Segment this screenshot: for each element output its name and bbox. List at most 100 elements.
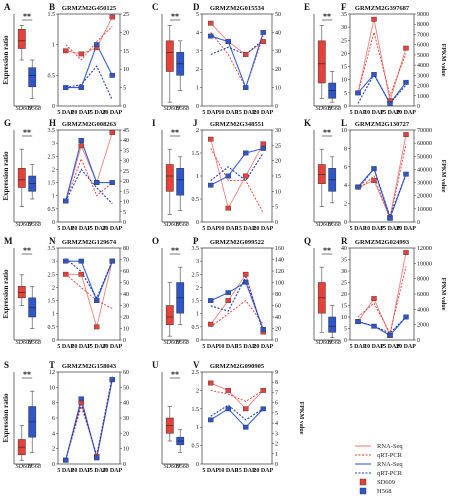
data-marker (78, 143, 84, 149)
right-tick-label: 9000 (417, 12, 429, 18)
x-tick-label: 5 DAP (57, 344, 74, 350)
right-tick-label: 100 (275, 281, 284, 287)
right-tick-label: 40 (123, 401, 129, 407)
data-marker (94, 455, 100, 461)
left-tick-label: 2 (52, 447, 55, 453)
right-tick-label: 0 (275, 338, 278, 344)
right-tick-label: 6 (275, 401, 278, 407)
series-line-0 (210, 273, 264, 333)
left-tick-label: 8 (344, 146, 347, 152)
data-marker (208, 182, 214, 188)
left-tick-label: 25 (341, 38, 347, 44)
right-tick-label: 40 (123, 292, 129, 298)
x-tick-label: 20 DAP (102, 344, 122, 350)
data-marker (260, 30, 266, 35)
category-label: H568 (327, 340, 341, 346)
right-tick-label: 0 (123, 462, 126, 468)
left-tick-label: 1 (52, 43, 55, 49)
left-tick-label: 1.5 (48, 12, 56, 18)
x-tick-label: 5 DAP (350, 110, 367, 116)
panel-letter: Q (304, 236, 311, 246)
box-SD609 (317, 164, 326, 184)
data-marker (63, 258, 69, 264)
x-tick-label: 15 DAP (380, 226, 400, 232)
legend-label: RNA-Seq (377, 443, 403, 450)
left-tick-label: 20 (341, 51, 347, 57)
line-panel-R: R GRMZM2G024993 0 5 10 15 20 25 30 35 40 0 2000 4000 6… (341, 236, 446, 350)
left-tick-label: 1.5 (48, 299, 56, 305)
series-line-0 (65, 16, 113, 55)
box-SD609 (17, 286, 26, 299)
right-tick-label: 30 (123, 304, 129, 310)
left-tick-label: 1 (52, 312, 55, 318)
x-tick-label: 20 DAP (102, 110, 122, 116)
right-tick-label: 4 (275, 421, 278, 427)
right-tick-label: 70000 (417, 128, 432, 134)
left-tick-label: 2 (52, 167, 55, 173)
left-tick-label: 3.5 (48, 128, 56, 134)
series-line-0 (65, 261, 113, 329)
left-tick-label: 1 (196, 174, 199, 180)
plot-frame (201, 371, 273, 465)
data-marker (208, 321, 214, 327)
data-marker (355, 90, 361, 96)
x-tick-label: 15 DAP (380, 344, 400, 350)
data-marker (371, 166, 377, 172)
data-marker (260, 145, 266, 151)
left-tick-label: 10 (341, 78, 347, 84)
legend-label: RNA-Seq (377, 461, 403, 468)
right-tick-label: 10 (123, 67, 129, 73)
x-tick-label: 5 DAP (57, 110, 74, 116)
gene-title: GRMZM2G397687 (355, 5, 410, 12)
right-tick-label: 60 (123, 269, 129, 275)
left-tick-label: 1 (196, 86, 199, 92)
data-marker (243, 85, 249, 91)
data-marker (225, 205, 231, 211)
data-marker (109, 180, 115, 185)
panel-letter: T (49, 360, 55, 370)
right-tick-label: 20 (275, 67, 281, 73)
data-marker (109, 130, 115, 136)
right-tick-label: 0 (417, 104, 420, 110)
left-tick-label: 3 (52, 259, 55, 265)
right-tick-label: 2000 (417, 84, 429, 90)
data-marker (355, 319, 361, 324)
series-line-1 (65, 25, 113, 61)
series-line-2 (357, 167, 407, 221)
series-line-1 (210, 32, 264, 89)
data-marker (225, 388, 231, 393)
significance-marker: ** (23, 128, 31, 137)
left-tick-label: 0.5 (192, 444, 200, 450)
right-tick-label: 160 (275, 246, 284, 252)
right-tick-label: 1 (275, 452, 278, 458)
left-tick-label: 5 (196, 12, 199, 18)
left-tick-label: 6 (344, 165, 347, 171)
data-marker (63, 198, 69, 204)
right-tick-label: 15 (275, 174, 281, 180)
box-SD609 (165, 305, 174, 325)
left-tick-label: 30 (341, 25, 347, 31)
right-tick-label: 20 (275, 327, 281, 333)
x-tick-label: 20 DAP (253, 468, 273, 474)
series-line-0 (65, 132, 113, 202)
line-panel-P: P GRMZM2G099522 0 0.5 1 1.5 2 2.5 3 3.5 0 20 40 60 80 1… (192, 236, 285, 350)
gene-title: GRMZM2G129674 (62, 239, 117, 246)
data-marker (243, 173, 249, 179)
right-tick-label: 20 (123, 30, 129, 36)
left-tick-label: 10 (341, 315, 347, 321)
right-tick-label: 60 (275, 304, 281, 310)
left-tick-label: 0.5 (48, 325, 56, 331)
data-marker (403, 79, 409, 85)
left-tick-label: 1 (196, 312, 199, 318)
right-tick-label: 1000 (417, 94, 429, 100)
left-tick-label: 20 (341, 292, 347, 298)
left-tick-label: 10 (49, 385, 55, 391)
category-label: H568 (27, 340, 41, 346)
data-marker (403, 250, 409, 255)
x-tick-label: 5 DAP (202, 226, 219, 232)
right-tick-label: 5000 (417, 53, 429, 59)
data-marker (94, 324, 100, 330)
